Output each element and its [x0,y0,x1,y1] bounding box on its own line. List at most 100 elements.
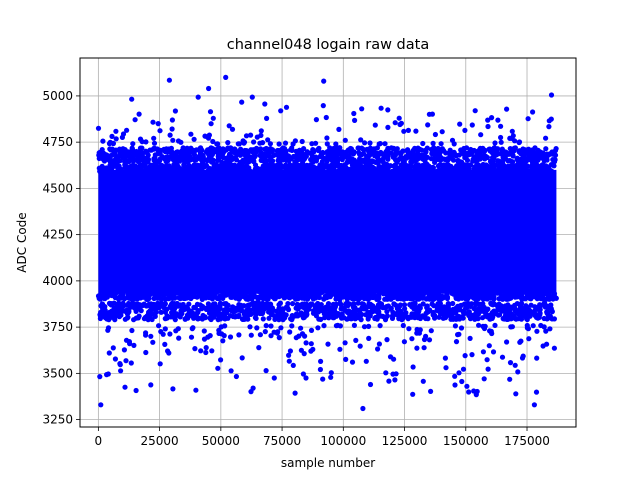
data-point [424,303,430,309]
data-point [160,290,166,296]
data-point [168,301,175,307]
data-point [132,117,138,123]
data-point [440,148,447,154]
data-point [403,289,409,295]
data-point [329,167,335,174]
data-point [429,147,435,153]
data-point [289,313,295,319]
data-point [215,157,222,163]
data-point [149,316,155,323]
data-point [122,384,128,390]
data-point [268,159,274,165]
data-point [154,146,160,152]
data-point [157,150,163,156]
data-point [278,312,284,319]
data-point [175,138,182,144]
data-point [295,293,301,299]
data-point [143,139,149,145]
data-point [329,309,335,315]
data-point [299,151,305,157]
data-point [247,324,253,330]
data-point [531,402,538,408]
data-point [483,312,489,319]
data-point [302,293,308,299]
data-point [286,352,292,358]
data-point [397,290,403,297]
data-point [511,147,517,153]
data-point [155,300,161,306]
data-point [409,311,415,317]
data-point [142,168,148,174]
data-point [168,290,174,297]
data-point [544,310,550,316]
data-point [313,158,319,164]
data-point [417,315,423,322]
data-point [328,374,334,380]
data-point [353,337,359,343]
data-point [247,307,253,313]
data-point [315,325,321,331]
data-point [165,149,171,155]
data-point [355,145,361,151]
data-point [361,324,368,330]
data-point [241,166,247,172]
data-point [248,147,254,153]
data-point [543,135,549,141]
data-point [544,291,550,297]
data-point [147,147,153,153]
data-point [512,362,518,368]
data-point [190,325,196,331]
data-point [128,293,134,300]
data-point [167,132,173,138]
data-point [208,316,214,322]
data-point [479,167,485,173]
data-point [393,311,400,317]
data-point [126,289,132,295]
x-tick-label: 0 [95,434,103,448]
data-point [436,296,442,302]
data-point [453,295,459,301]
data-point [287,348,293,354]
data-point [336,126,342,132]
data-point [345,316,351,322]
data-point [384,296,390,302]
data-point [418,166,424,172]
data-point [481,325,488,332]
data-point [431,296,438,302]
data-point [504,304,510,311]
data-point [110,140,116,146]
data-point [503,309,509,315]
data-point [367,381,374,388]
data-point [321,323,327,329]
data-point [482,147,488,153]
data-point [269,311,275,318]
data-point [143,148,149,154]
data-point [474,315,480,321]
data-point [239,316,245,322]
data-point [450,300,456,307]
data-point [470,156,476,162]
data-point [484,357,490,363]
data-point [495,167,501,173]
data-point [435,304,441,310]
data-point [176,335,182,341]
data-point [428,328,434,334]
data-point [143,349,149,356]
data-point [148,301,154,307]
data-point [414,345,420,351]
data-point [289,317,295,323]
data-point [265,304,271,310]
data-point [458,325,465,331]
data-point [363,164,369,170]
data-point [97,374,103,380]
data-point [224,290,230,296]
data-point [362,140,368,146]
data-point [182,147,188,153]
data-point [187,147,193,153]
data-point [483,153,489,159]
data-point [282,146,288,152]
data-point [343,308,349,314]
data-point [277,293,283,299]
data-point [380,159,386,165]
data-point [264,115,270,121]
